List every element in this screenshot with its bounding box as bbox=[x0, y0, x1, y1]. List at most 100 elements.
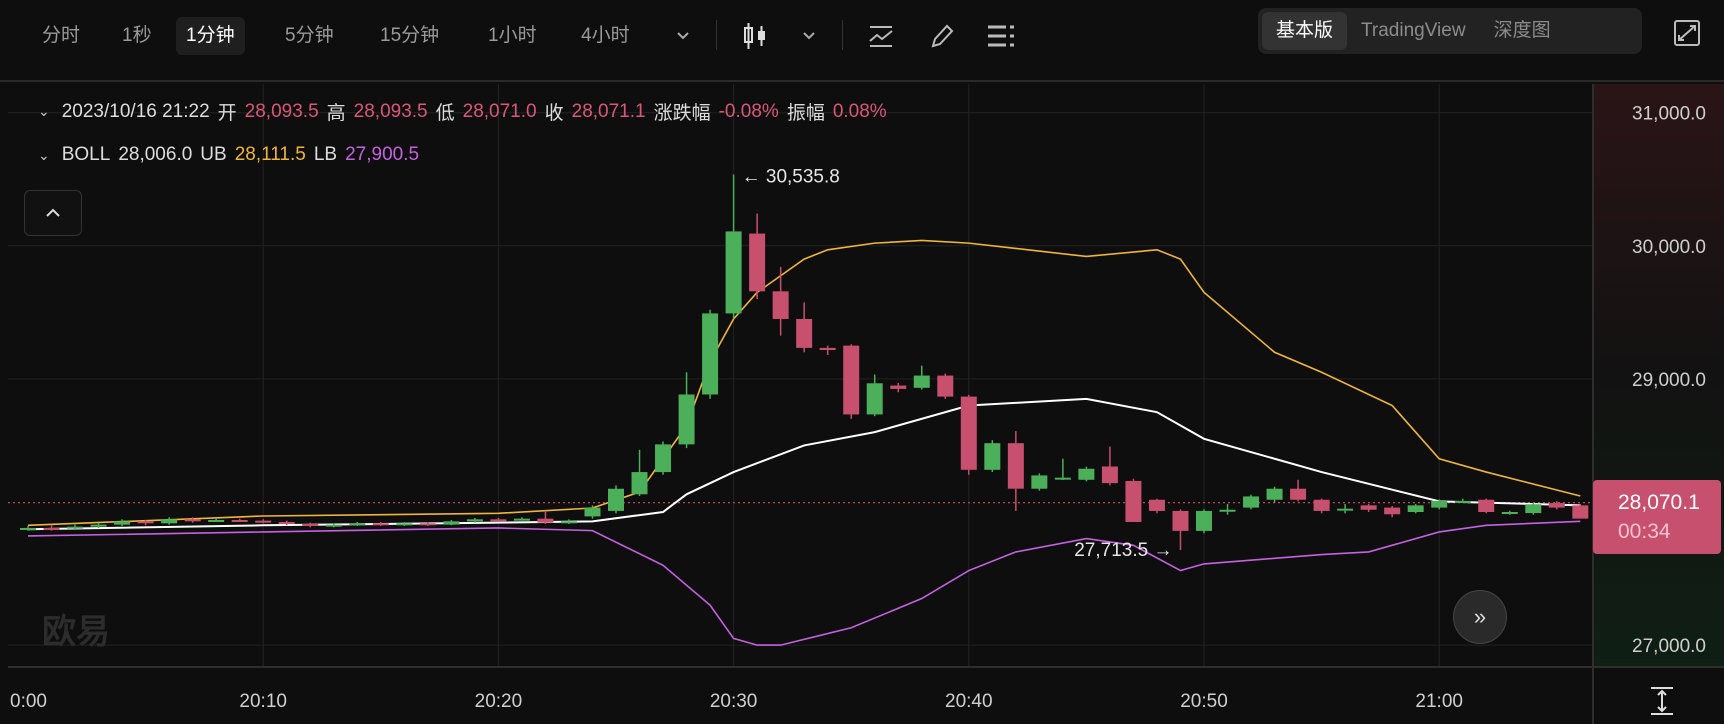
candle-body bbox=[90, 524, 107, 527]
candle-body bbox=[608, 488, 624, 511]
candle-body bbox=[1313, 499, 1330, 511]
candle-body bbox=[1525, 504, 1542, 514]
candle-body bbox=[913, 375, 930, 388]
x-tick-label: 0:00 bbox=[10, 691, 47, 712]
candle-body bbox=[419, 523, 436, 526]
settings-list-icon[interactable] bbox=[984, 17, 1018, 55]
x-tick-label: 20:20 bbox=[475, 691, 523, 712]
y-tick-label: 27,000.0 bbox=[1632, 636, 1706, 657]
boll-lb-line bbox=[27, 520, 1581, 646]
amplitude-value: 0.08% bbox=[832, 100, 887, 122]
candle-body bbox=[490, 519, 507, 522]
view-switcher: 基本版 TradingView 深度图 bbox=[1258, 8, 1642, 54]
boll-lb-value: 27,900.5 bbox=[345, 144, 420, 165]
x-tick-label: 20:30 bbox=[710, 691, 758, 712]
toolbar: 分时 1秒 1分钟 5分钟 15分钟 1小时 4小时 基本版 TradingVi… bbox=[0, 0, 1724, 82]
candle-body bbox=[1572, 505, 1589, 519]
candle-body bbox=[208, 519, 225, 522]
open-value: 28,093.5 bbox=[244, 100, 319, 122]
change-value: -0.08% bbox=[718, 100, 779, 122]
candle-body bbox=[1007, 443, 1024, 489]
candle-body bbox=[137, 521, 154, 524]
candle-body bbox=[67, 526, 84, 529]
chevron-down-icon[interactable]: ⌄ bbox=[38, 146, 50, 163]
interval-15m[interactable]: 15分钟 bbox=[380, 25, 440, 46]
candle-body bbox=[349, 523, 366, 526]
divider bbox=[716, 20, 717, 50]
view-depth[interactable]: 深度图 bbox=[1493, 20, 1551, 41]
candle-body bbox=[161, 519, 178, 524]
candle-body bbox=[1360, 505, 1377, 510]
collapse-legend-button[interactable] bbox=[24, 190, 82, 236]
boll-label: BOLL bbox=[61, 144, 111, 165]
candle-body bbox=[1101, 466, 1118, 484]
legend-datetime: 2023/10/16 21:22 bbox=[61, 100, 210, 122]
interval-1s[interactable]: 1秒 bbox=[122, 25, 152, 46]
high-label: 高 bbox=[326, 103, 346, 124]
last-price-tag: 28,070.1 00:34 bbox=[1593, 480, 1721, 554]
candle-body bbox=[749, 233, 766, 292]
chevron-down-icon[interactable] bbox=[792, 17, 826, 55]
okx-logo: 欧易 bbox=[42, 613, 110, 651]
y-tick-label: 29,000.0 bbox=[1632, 370, 1706, 391]
candle-body bbox=[819, 347, 836, 351]
interval-fenshi[interactable]: 分时 bbox=[42, 25, 81, 46]
candle-body bbox=[560, 521, 577, 524]
boll-lb-label: LB bbox=[313, 144, 338, 165]
candle-body bbox=[513, 518, 530, 521]
candle-body bbox=[678, 394, 695, 445]
indicator-icon[interactable] bbox=[864, 17, 898, 55]
candle-countdown: 00:34 bbox=[1618, 520, 1671, 543]
candle-body bbox=[114, 521, 131, 525]
candle-body bbox=[396, 523, 413, 526]
chevron-up-icon bbox=[46, 208, 60, 217]
boll-ub-value: 28,111.5 bbox=[234, 144, 306, 165]
candle-body bbox=[1407, 505, 1424, 512]
candle-body bbox=[960, 396, 977, 470]
ohlc-legend: ⌄ 2023/10/16 21:22 开 28,093.5 高 28,093.5 低… bbox=[38, 98, 887, 125]
view-basic[interactable]: 基本版 bbox=[1262, 12, 1348, 50]
candle-body bbox=[1148, 499, 1165, 511]
interval-1m[interactable]: 1分钟 bbox=[176, 17, 245, 55]
amplitude-label: 振幅 bbox=[786, 103, 825, 124]
interval-4h[interactable]: 4小时 bbox=[581, 25, 630, 46]
x-tick-label: 20:10 bbox=[239, 691, 287, 712]
candle-body bbox=[302, 523, 319, 526]
candle-body bbox=[631, 472, 648, 495]
chevron-down-icon[interactable] bbox=[666, 17, 700, 55]
low-label: 低 bbox=[435, 103, 455, 124]
interval-1h[interactable]: 1小时 bbox=[488, 25, 537, 46]
chevron-down-icon[interactable]: ⌄ bbox=[38, 103, 50, 119]
candle-body bbox=[1454, 500, 1471, 503]
candle-body bbox=[796, 319, 813, 348]
price-axis-background bbox=[1593, 84, 1724, 667]
fullscreen-icon[interactable] bbox=[1670, 14, 1704, 52]
draw-pencil-icon[interactable] bbox=[924, 17, 958, 55]
x-tick-label: 20:50 bbox=[1180, 691, 1228, 712]
last-price: 28,070.1 bbox=[1618, 491, 1700, 514]
change-label: 涨跌幅 bbox=[653, 103, 711, 124]
candle-body bbox=[1478, 499, 1495, 512]
candlestick-type-icon[interactable] bbox=[738, 17, 772, 55]
high-value: 28,093.5 bbox=[353, 100, 428, 122]
candle-body bbox=[20, 527, 36, 530]
candle-body bbox=[1290, 488, 1307, 500]
boll-ub-line bbox=[27, 239, 1581, 527]
price-scale-toggle-icon[interactable] bbox=[1651, 687, 1673, 715]
candle-body bbox=[443, 521, 460, 525]
scroll-to-latest-button[interactable]: » bbox=[1453, 590, 1507, 644]
open-label: 开 bbox=[217, 103, 237, 124]
candle-body bbox=[325, 524, 342, 527]
close-label: 收 bbox=[544, 103, 564, 124]
min-price-label: 27,713.5 → bbox=[1074, 540, 1172, 561]
candlestick-chart[interactable]: 31,000.0 30,000.0 29,000.0 27,000.0 0:00 20:1… bbox=[0, 84, 1724, 724]
x-tick-label: 20:40 bbox=[945, 691, 993, 712]
candle-body bbox=[372, 523, 389, 526]
candle-body bbox=[866, 383, 883, 415]
interval-5m[interactable]: 5分钟 bbox=[285, 25, 334, 46]
candle-body bbox=[466, 519, 483, 522]
candle-body bbox=[584, 507, 601, 517]
candle-body bbox=[1054, 477, 1071, 480]
view-tradingview[interactable]: TradingView bbox=[1361, 20, 1466, 41]
candle-body bbox=[725, 231, 742, 314]
